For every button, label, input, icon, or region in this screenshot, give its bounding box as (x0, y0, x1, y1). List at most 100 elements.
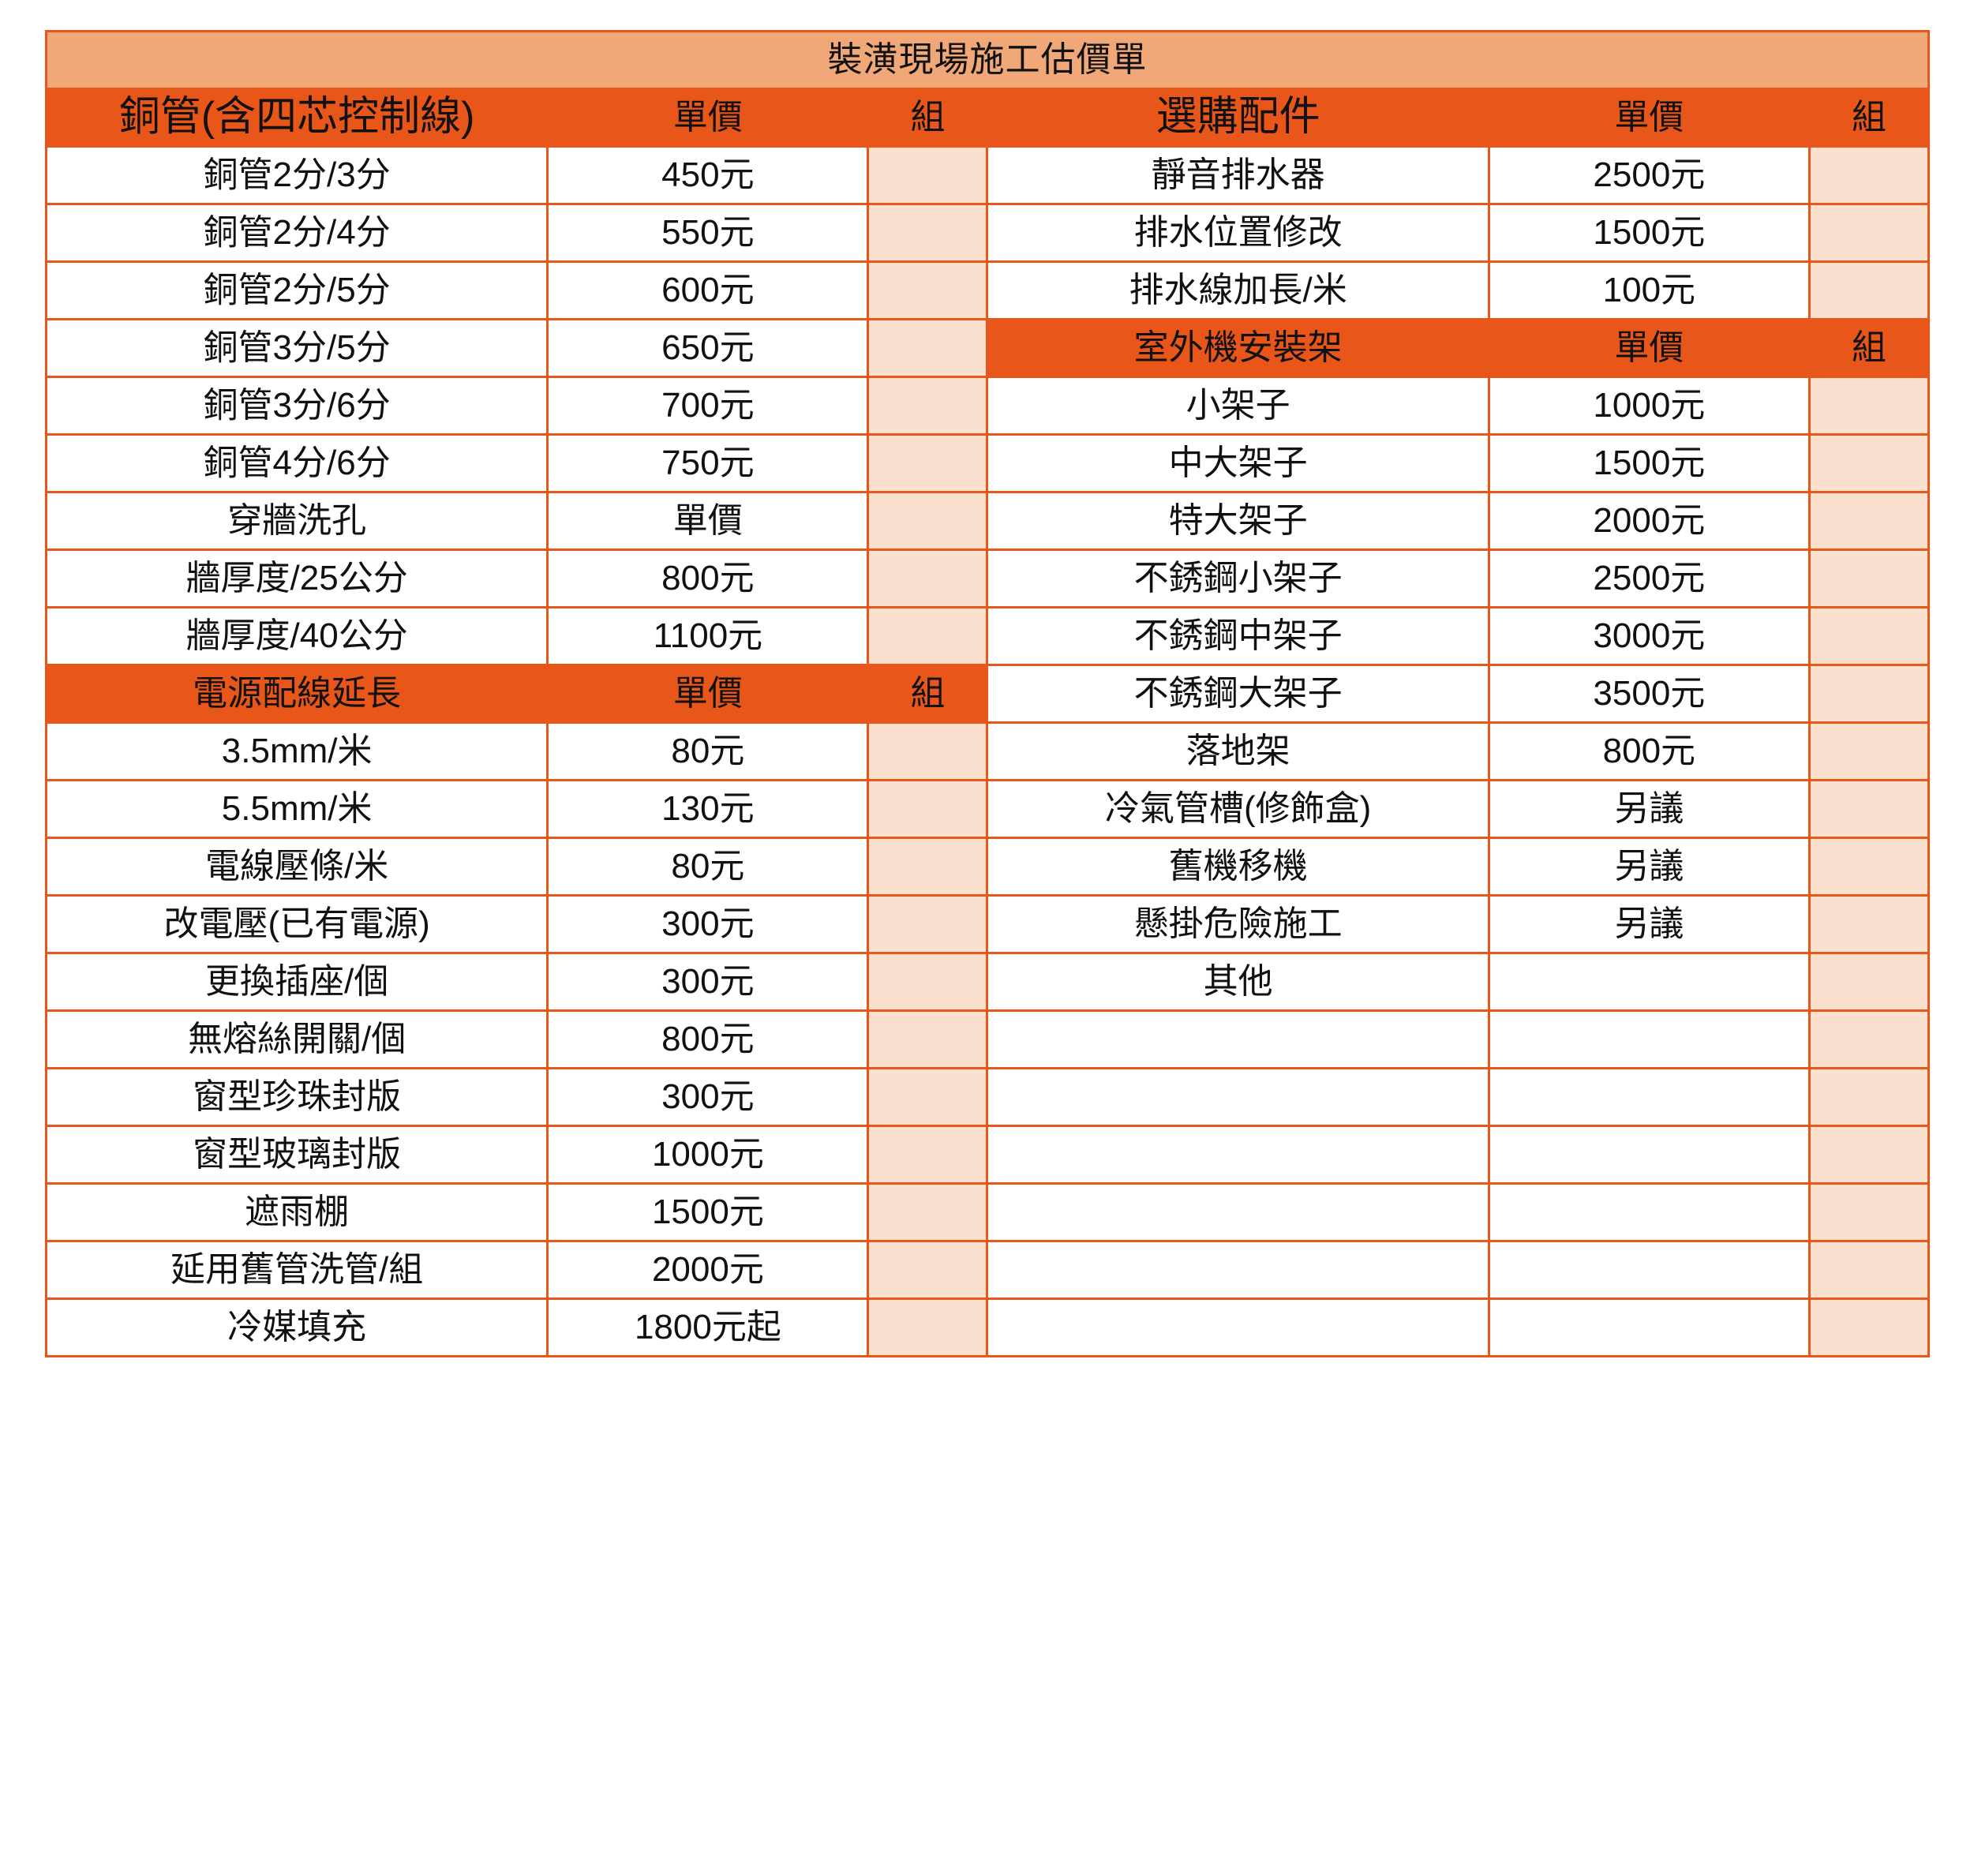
estimate-sheet: 裝潢現場施工估價單 銅管(含四芯控制線) 單價 組 選購配件 單價 組 銅管2分… (44, 30, 1931, 1357)
col-header-left-price: 單價 (546, 88, 870, 148)
right-unit-cell[interactable] (1807, 549, 1931, 608)
left-item-cell: 5.5mm/米 (44, 779, 549, 839)
right-unit-cell[interactable] (1807, 145, 1931, 205)
left-unit-cell[interactable] (867, 894, 989, 954)
left-price-cell: 650元 (546, 318, 870, 378)
left-unit-cell[interactable] (867, 1240, 989, 1300)
col-header-right-group: 選購配件 (986, 88, 1490, 148)
right-price-cell (1487, 1125, 1811, 1185)
right-unit-cell[interactable] (1807, 1240, 1931, 1300)
left-price-cell: 單價 (546, 664, 870, 724)
left-item-cell: 牆厚度/40公分 (44, 606, 549, 666)
left-unit-cell[interactable] (867, 952, 989, 1012)
left-unit-cell[interactable]: 組 (867, 664, 989, 724)
left-unit-cell[interactable] (867, 721, 989, 781)
right-price-cell: 2000元 (1487, 491, 1811, 551)
left-price-cell: 1800元起 (546, 1297, 870, 1357)
header-row: 銅管(含四芯控制線) 單價 組 選購配件 單價 組 (44, 88, 1931, 148)
right-price-cell: 1500元 (1487, 203, 1811, 263)
right-unit-cell[interactable] (1807, 606, 1931, 666)
left-price-cell: 130元 (546, 779, 870, 839)
right-unit-cell[interactable] (1807, 664, 1931, 724)
right-unit-cell[interactable] (1807, 837, 1931, 897)
left-unit-cell[interactable] (867, 318, 989, 378)
table-row: 3.5mm/米 80元 落地架 800元 (44, 721, 1931, 781)
right-unit-cell[interactable] (1807, 952, 1931, 1012)
left-item-cell: 電源配線延長 (44, 664, 549, 724)
left-unit-cell[interactable] (867, 433, 989, 493)
right-unit-cell[interactable] (1807, 894, 1931, 954)
left-unit-cell[interactable] (867, 376, 989, 436)
left-unit-cell[interactable] (867, 145, 989, 205)
table-row: 牆厚度/40公分 1100元 不銹鋼中架子 3000元 (44, 606, 1931, 666)
right-unit-cell[interactable] (1807, 376, 1931, 436)
left-price-cell: 450元 (546, 145, 870, 205)
left-unit-cell[interactable] (867, 260, 989, 320)
title-row: 裝潢現場施工估價單 (45, 30, 1930, 90)
left-price-cell: 300元 (546, 894, 870, 954)
right-item-cell (986, 1182, 1490, 1242)
left-unit-cell[interactable] (867, 1125, 989, 1185)
col-header-right-price: 單價 (1487, 88, 1811, 148)
right-price-cell: 另議 (1487, 837, 1811, 897)
right-unit-cell[interactable] (1807, 1182, 1931, 1242)
left-item-cell: 穿牆洗孔 (44, 491, 549, 551)
right-item-cell: 靜音排水器 (986, 145, 1490, 205)
left-unit-cell[interactable] (867, 491, 989, 551)
left-item-cell: 電線壓條/米 (44, 837, 549, 897)
right-price-cell: 100元 (1487, 260, 1811, 320)
right-item-cell: 落地架 (986, 721, 1490, 781)
left-item-cell: 延用舊管洗管/組 (44, 1240, 549, 1300)
left-item-cell: 3.5mm/米 (44, 721, 549, 781)
left-unit-cell[interactable] (867, 779, 989, 839)
right-item-cell: 舊機移機 (986, 837, 1490, 897)
estimate-table: 裝潢現場施工估價單 銅管(含四芯控制線) 單價 組 選購配件 單價 組 銅管2分… (44, 30, 1931, 1357)
right-unit-cell[interactable] (1807, 721, 1931, 781)
right-price-cell: 3500元 (1487, 664, 1811, 724)
right-item-cell: 特大架子 (986, 491, 1490, 551)
right-unit-cell[interactable] (1807, 203, 1931, 263)
right-price-cell (1487, 952, 1811, 1012)
table-row: 冷媒填充 1800元起 (44, 1297, 1931, 1357)
right-unit-cell[interactable] (1807, 433, 1931, 493)
left-unit-cell[interactable] (867, 549, 989, 608)
left-price-cell: 80元 (546, 837, 870, 897)
right-unit-cell[interactable] (1807, 1297, 1931, 1357)
left-item-cell: 窗型珍珠封版 (44, 1067, 549, 1127)
table-row: 窗型玻璃封版 1000元 (44, 1125, 1931, 1185)
left-unit-cell[interactable] (867, 1009, 989, 1069)
left-unit-cell[interactable] (867, 1297, 989, 1357)
right-unit-cell[interactable] (1807, 1009, 1931, 1069)
left-unit-cell[interactable] (867, 1067, 989, 1127)
right-unit-cell[interactable] (1807, 1067, 1931, 1127)
right-unit-cell[interactable] (1807, 779, 1931, 839)
right-unit-cell[interactable] (1807, 491, 1931, 551)
right-item-cell: 其他 (986, 952, 1490, 1012)
table-row: 銅管3分/5分 650元 室外機安裝架 單價組 (44, 318, 1931, 378)
right-item-cell (986, 1125, 1490, 1185)
right-price-cell (1487, 1297, 1811, 1357)
left-item-cell: 改電壓(已有電源) (44, 894, 549, 954)
left-price-cell: 800元 (546, 1009, 870, 1069)
right-item-cell: 排水位置修改 (986, 203, 1490, 263)
table-row: 銅管2分/3分 450元 靜音排水器 2500元 (44, 145, 1931, 205)
right-unit-cell[interactable] (1807, 260, 1931, 320)
right-price-cell: 另議 (1487, 779, 1811, 839)
right-unit-cell[interactable] (1807, 1125, 1931, 1185)
left-price-cell: 1000元 (546, 1125, 870, 1185)
left-unit-cell[interactable] (867, 837, 989, 897)
left-price-cell: 1100元 (546, 606, 870, 666)
left-price-cell: 80元 (546, 721, 870, 781)
table-row: 5.5mm/米 130元 冷氣管槽(修飾盒) 另議 (44, 779, 1931, 839)
page-title: 裝潢現場施工估價單 (45, 30, 1930, 90)
left-unit-cell[interactable] (867, 606, 989, 666)
left-item-cell: 更換插座/個 (44, 952, 549, 1012)
left-item-cell: 銅管3分/5分 (44, 318, 549, 378)
right-unit-cell[interactable]: 組 (1807, 318, 1931, 378)
left-price-cell: 1500元 (546, 1182, 870, 1242)
left-item-cell: 無熔絲開關/個 (44, 1009, 549, 1069)
left-unit-cell[interactable] (867, 203, 989, 263)
right-item-cell: 室外機安裝架 (986, 318, 1490, 378)
left-unit-cell[interactable] (867, 1182, 989, 1242)
right-item-cell: 不銹鋼中架子 (986, 606, 1490, 666)
